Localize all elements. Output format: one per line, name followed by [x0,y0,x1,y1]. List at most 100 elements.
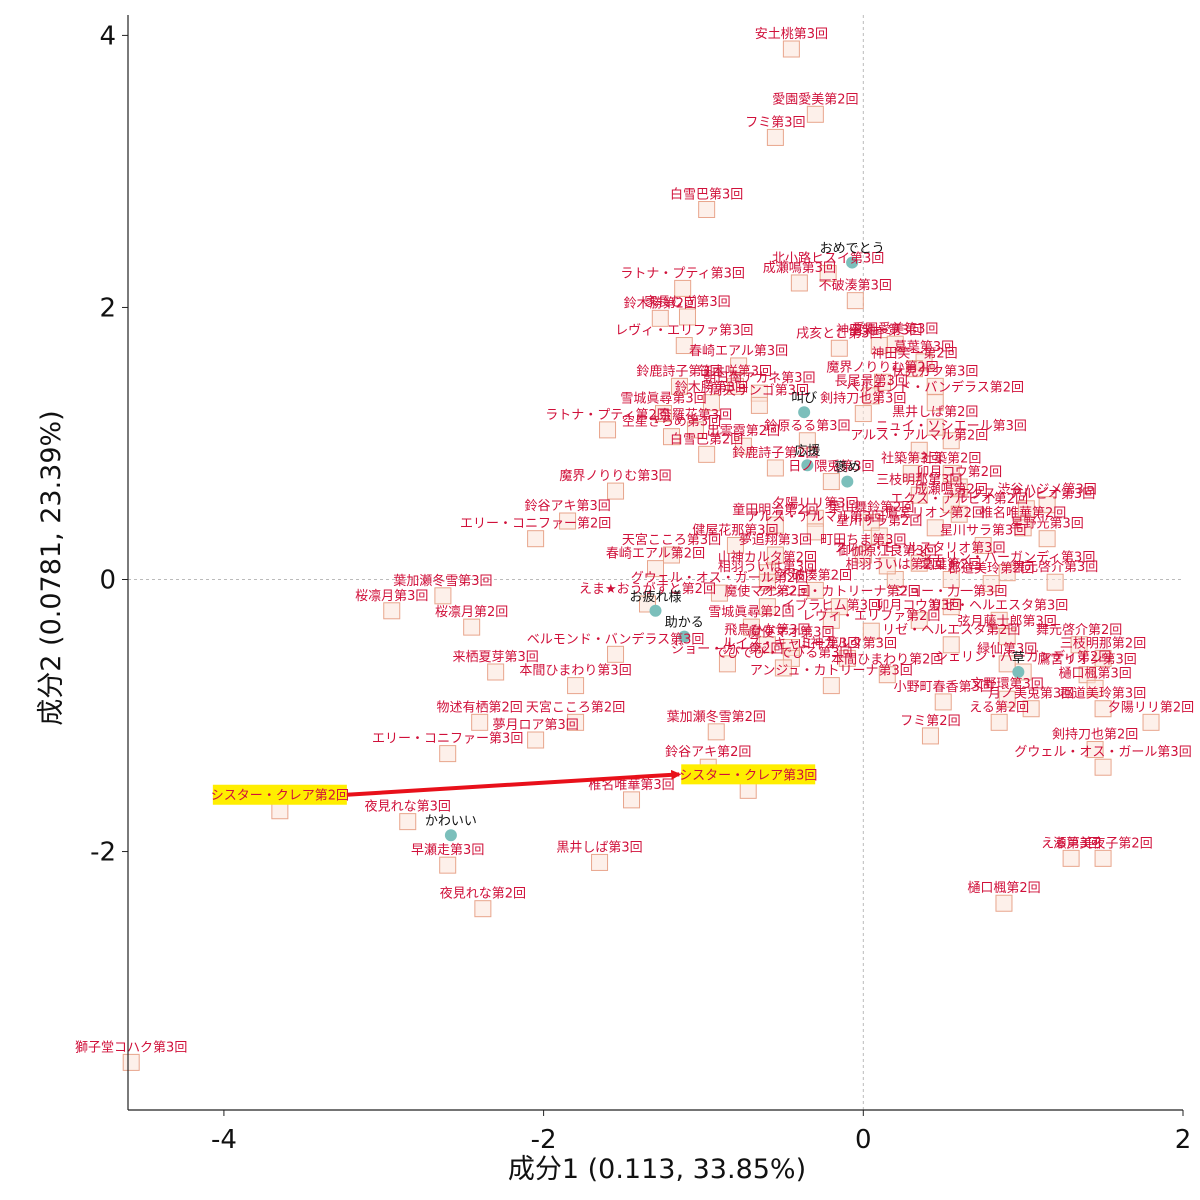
document-label: 桜凛月第2回 [435,604,508,620]
document-marker [942,598,960,616]
document-marker [982,575,1000,593]
document-markers [122,40,1160,1071]
document-label: 葛葉第2回 [921,558,981,573]
document-label: アルス・アルマル第2回 [850,428,988,443]
document-marker [707,723,725,741]
y-axis-title: 成分2 (0.0781, 23.39%) [36,410,67,725]
document-marker [718,655,736,673]
document-label: 魔使マオ第2回 [724,584,810,600]
document-marker [527,731,545,749]
document-marker [1038,530,1056,548]
document-label: 剣持刀也第3回 [820,392,906,407]
word-marker [678,630,691,643]
document-label: 夜見れな第3回 [365,800,451,815]
document-marker [926,519,944,537]
document-marker [1086,679,1104,697]
document-label: 三枝明那第3回 [876,473,962,488]
document-marker [662,428,680,446]
document-label: 春崎エアル第2回 [606,547,705,562]
document-label: リゼ・ヘルエスタ第3回 [930,598,1068,613]
document-label: 夜見れな第2回 [440,887,526,902]
document-label: 小野町春香第3回 [894,680,993,695]
document-marker [758,636,776,654]
document-marker [1142,713,1160,731]
document-label: レヴィ・エリファ第2回 [802,608,940,624]
document-label: ジョー・力一第3回 [895,585,1007,600]
document-label: アンジュ・カトリーナ第2回 [758,585,921,600]
document-marker [878,557,896,575]
document-label: 山神カルタ第3回 [798,636,897,651]
document-label: 星川サラ第3回 [940,523,1026,538]
document-label: 朝日南アカネ第3回 [703,370,815,386]
document-label: グウェル・オス・ガール第3回 [1014,745,1191,760]
word-marker [798,406,811,419]
document-label: 本間ひまわり第2回 [831,653,943,668]
document-label: 家長むぎ第3回 [644,294,730,310]
document-label: 成瀬鳴第2回 [915,483,988,498]
document-marker [998,564,1016,582]
x-tick-label: 2 [1175,1125,1192,1155]
document-marker [662,546,680,564]
document-marker [819,264,837,282]
document-marker [766,128,784,146]
word-label: 褒め [834,461,860,476]
document-marker [854,405,872,423]
highlight-to-label-background [681,764,816,785]
document-label: 愛園愛美第3回 [852,322,938,337]
document-marker [782,40,800,58]
document-marker [474,900,492,918]
document-label: 不破湊第2回 [779,568,852,583]
document-marker [739,781,757,799]
highlight-arrow [346,769,682,797]
document-marker [383,602,401,620]
document-label: 飛鳥ひな第3回 [724,623,810,638]
document-marker [838,649,856,667]
document-marker [910,611,928,629]
x-tick-label: -2 [531,1125,557,1155]
document-marker [822,677,840,695]
document-label: 相羽ういは第3回 [718,560,817,575]
document-label: 剣持刀也第2回 [1052,728,1138,743]
document-label: 星川サラ第2回 [836,514,922,529]
document-label: 神田笑一第3回 [836,323,922,339]
document-marker [742,618,760,636]
document-marker [599,421,617,439]
document-marker [698,445,716,463]
document-marker [822,611,840,629]
document-label: グウェル・オス・ガール第2回 [631,571,808,586]
document-label: 瀬戸美夜子第2回 [1053,836,1152,851]
document-marker [806,105,824,123]
document-label: 健屋花那第3回 [692,522,778,538]
document-label: 伏見ガク第3回 [892,364,978,379]
document-label: 相羽ういは第2回 [846,558,945,573]
y-tick-label: 2 [99,293,116,323]
document-label: 鈴木勝第2回 [624,296,697,311]
document-marker [998,690,1016,708]
x-tick-label: 0 [855,1125,872,1155]
y-tick-label: 4 [99,21,116,51]
document-label: 長尾景第3回 [835,374,908,389]
document-label: 舞元啓介第2回 [1036,623,1122,638]
document-label: 早瀬走第3回 [411,843,484,858]
word-label: かわいい [425,814,477,829]
document-label: 葉加瀬冬雪第2回 [667,709,766,725]
document-label: 天宮こころ第3回 [622,532,721,548]
document-label: アルス・アルマル第3回 [746,510,884,525]
document-label: 雪城眞尋第3回 [620,392,706,407]
document-marker [674,279,692,297]
document-marker [870,527,888,545]
x-tick-label: -4 [211,1125,237,1155]
document-marker [271,802,289,820]
document-label: 桜凛月第3回 [355,588,428,604]
document-label: 鷹宮リオン第2回 [886,505,985,521]
word-marker [846,256,859,269]
document-label: 文野環第3回 [971,677,1044,692]
document-label: エリー・コニファー第2回 [460,517,611,532]
y-tick-label: 0 [99,566,116,596]
document-marker [527,530,545,548]
document-marker [734,437,752,455]
document-label: アンジュ・カトリーナ第3回 [750,664,913,679]
document-marker [698,201,716,219]
word-label: 草 [1012,651,1025,666]
